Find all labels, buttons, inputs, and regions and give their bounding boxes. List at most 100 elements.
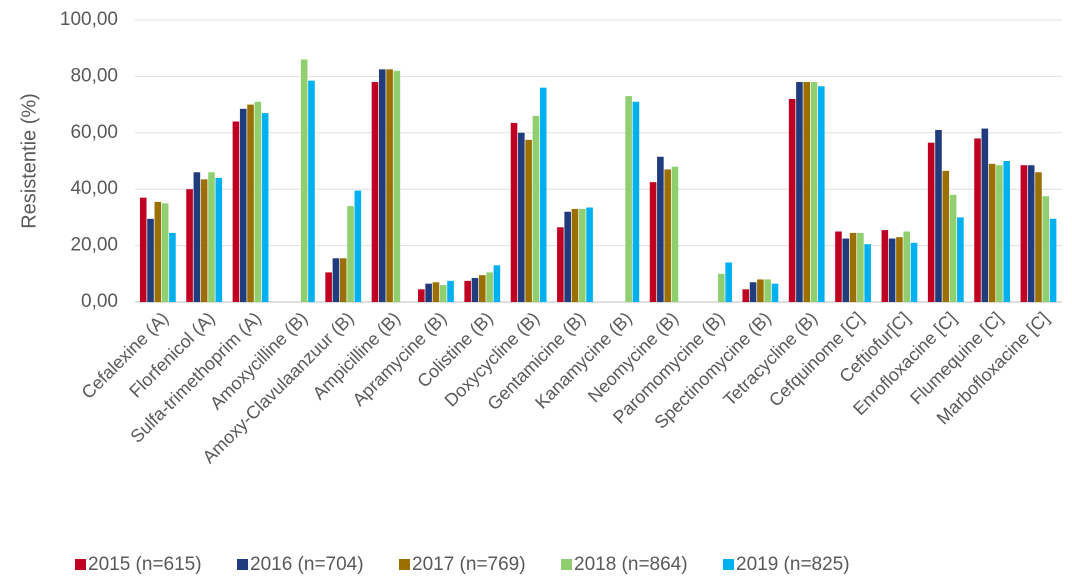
bar — [1042, 196, 1050, 302]
y-axis-label: Resistentie (%) — [18, 93, 40, 229]
bar — [147, 218, 154, 302]
bar — [239, 108, 247, 302]
bar — [810, 82, 818, 302]
bar — [200, 179, 208, 302]
bar — [393, 70, 401, 302]
bar — [532, 115, 540, 302]
bar — [942, 170, 950, 302]
bar — [818, 86, 825, 303]
bar — [788, 98, 796, 303]
bar — [632, 101, 640, 302]
bar — [881, 230, 889, 302]
bar — [935, 129, 942, 302]
bar — [1049, 218, 1057, 302]
bar — [347, 206, 354, 302]
bar — [864, 244, 871, 302]
bar — [578, 208, 586, 302]
bar — [386, 69, 393, 302]
bar — [725, 262, 732, 302]
bar — [371, 82, 379, 302]
bar — [464, 280, 471, 302]
bar — [564, 211, 571, 302]
bar — [378, 69, 386, 302]
bar — [849, 232, 857, 302]
bar — [486, 272, 493, 302]
bar — [510, 122, 518, 303]
bar — [842, 238, 850, 302]
bar — [1003, 161, 1011, 302]
bar — [903, 231, 911, 302]
bar — [308, 80, 315, 302]
bar — [571, 208, 579, 302]
legend-label: 2018 (n=864) — [574, 554, 688, 575]
bar — [649, 182, 657, 302]
bar — [518, 132, 525, 302]
y-tick-label: 80,00 — [70, 65, 118, 86]
bar — [957, 217, 964, 302]
bar — [354, 190, 362, 302]
bar — [749, 282, 757, 302]
bar — [139, 197, 147, 302]
bar — [254, 101, 262, 302]
bar — [161, 203, 169, 302]
bar — [981, 128, 989, 302]
legend-label: 2017 (n=769) — [412, 554, 526, 575]
bar — [418, 289, 425, 302]
bar — [803, 82, 811, 302]
bar — [1027, 165, 1035, 302]
bar — [493, 265, 501, 302]
legend-swatch — [399, 559, 410, 570]
bar — [996, 165, 1003, 302]
bar — [857, 232, 864, 302]
legend-swatch — [75, 559, 86, 570]
y-tick-label: 60,00 — [70, 122, 118, 143]
bar — [764, 279, 771, 302]
bar — [896, 237, 903, 302]
bar — [215, 177, 223, 302]
bar — [757, 279, 764, 302]
legend-swatch — [723, 559, 734, 570]
y-tick-label: 0,00 — [81, 291, 118, 312]
bar — [208, 172, 215, 302]
bar — [586, 207, 593, 302]
legend-swatch — [561, 559, 572, 570]
bar — [974, 138, 981, 302]
bar — [439, 285, 447, 302]
bar — [835, 231, 842, 302]
bar — [425, 283, 432, 302]
bar — [232, 121, 240, 303]
bar — [261, 113, 269, 302]
bar — [432, 282, 440, 302]
bar — [247, 104, 254, 302]
y-tick-label: 20,00 — [70, 235, 118, 256]
legend-label: 2015 (n=615) — [88, 554, 202, 575]
bar — [949, 194, 957, 302]
bar — [625, 96, 632, 302]
legend-label: 2016 (n=704) — [250, 554, 364, 575]
legend-label: 2019 (n=825) — [736, 554, 850, 575]
bar — [186, 189, 193, 302]
bar — [1020, 165, 1028, 302]
bar — [478, 275, 486, 302]
bar — [471, 278, 479, 302]
bar — [332, 258, 340, 302]
bar — [300, 59, 308, 303]
bar — [193, 172, 201, 302]
bar — [888, 238, 896, 302]
bar — [169, 232, 176, 302]
bar — [657, 156, 664, 302]
bar — [927, 142, 935, 302]
bar — [988, 163, 996, 302]
legend-swatch — [237, 559, 248, 570]
bar — [525, 139, 532, 302]
bar — [796, 82, 803, 302]
y-tick-label: 100,00 — [60, 9, 118, 30]
bar — [742, 289, 750, 302]
bar — [325, 272, 332, 302]
bar — [154, 201, 162, 302]
bar — [339, 258, 347, 302]
bar — [771, 283, 779, 302]
bar — [539, 87, 547, 303]
bar — [664, 169, 671, 302]
